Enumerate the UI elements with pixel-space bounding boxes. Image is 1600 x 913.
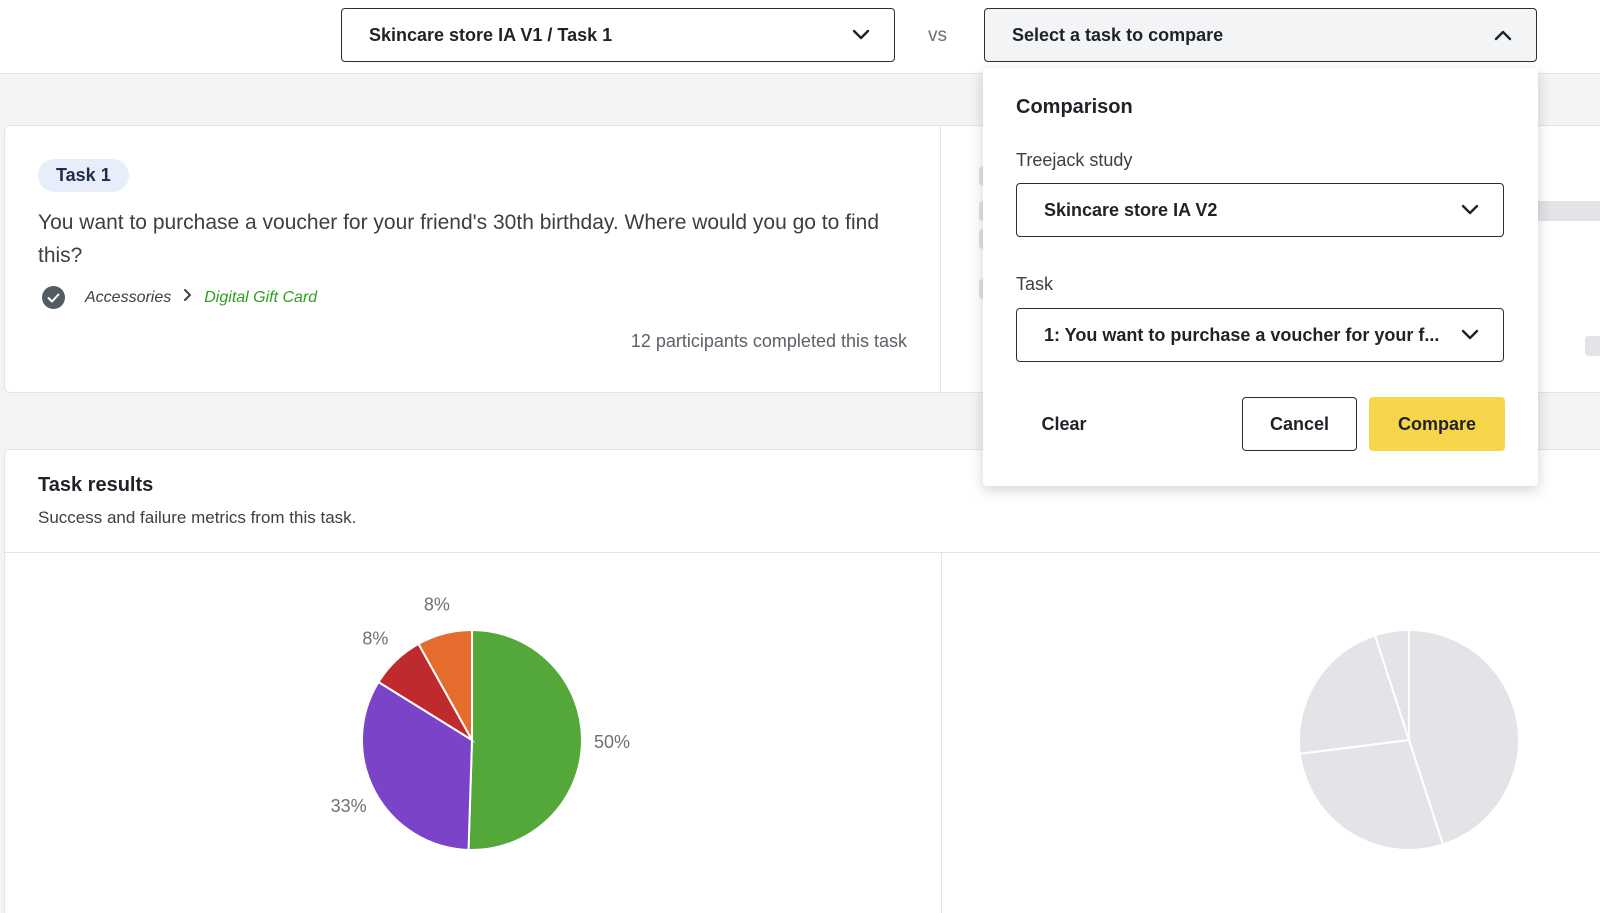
task-select[interactable]: 1: You want to purchase a voucher for yo… — [1016, 308, 1504, 362]
cancel-button[interactable]: Cancel — [1242, 397, 1357, 451]
chevron-down-icon — [1461, 201, 1479, 219]
correct-path: Accessories Digital Gift Card — [42, 286, 317, 309]
task-select-value: 1: You want to purchase a voucher for yo… — [1044, 324, 1440, 345]
pie-slice-label: 33% — [331, 796, 367, 816]
compare-task-select[interactable]: Select a task to compare — [984, 8, 1537, 62]
chevron-up-icon — [1494, 26, 1512, 44]
placeholder-pie-slice — [1373, 628, 1410, 741]
pie-slice-label: 50% — [594, 732, 630, 752]
placeholder-pie-slice — [1298, 634, 1411, 755]
skeleton-line — [1585, 336, 1600, 356]
task-badge: Task 1 — [38, 159, 129, 192]
study-select-value: Skincare store IA V2 — [1044, 199, 1218, 220]
placeholder-pie-slice — [1298, 738, 1445, 851]
task-field-label: Task — [1016, 274, 1054, 294]
check-circle-icon — [42, 286, 65, 309]
compare-button[interactable]: Compare — [1369, 397, 1505, 451]
top-bar: Skincare store IA V1 / Task 1 vs Select … — [0, 0, 1600, 74]
results-subtitle: Success and failure metrics from this ta… — [38, 508, 357, 527]
panel-title: Comparison — [1016, 96, 1133, 118]
pie-slice — [417, 628, 473, 744]
results-title: Task results — [38, 474, 154, 496]
clear-button[interactable]: Clear — [1041, 413, 1087, 434]
divider — [941, 553, 942, 913]
path-crumb: Accessories — [85, 288, 172, 306]
task-question: You want to purchase a voucher for your … — [38, 211, 880, 267]
task-details: Task 1 You want to purchase a voucher fo… — [5, 126, 941, 392]
pie-slice-label: 8% — [424, 594, 450, 614]
study-field-label: Treejack study — [1016, 150, 1133, 170]
chevron-right-icon — [183, 288, 192, 307]
placeholder-pie-slice — [1408, 628, 1520, 846]
results-header: Task results Success and failure metrics… — [5, 450, 1600, 553]
comparison-panel: Comparison Treejack study Skincare store… — [983, 68, 1538, 486]
study-select[interactable]: Skincare store IA V2 — [1016, 183, 1504, 237]
vs-label: vs — [928, 25, 947, 46]
pie-slice — [467, 628, 583, 851]
pie-slice-label: 8% — [362, 629, 388, 649]
path-crumb-destination: Digital Gift Card — [204, 288, 318, 306]
chevron-down-icon — [852, 26, 870, 44]
participants-count: 12 participants completed this task — [630, 331, 907, 351]
chevron-down-icon — [1461, 326, 1479, 344]
study-task-select[interactable]: Skincare store IA V1 / Task 1 — [341, 8, 895, 62]
